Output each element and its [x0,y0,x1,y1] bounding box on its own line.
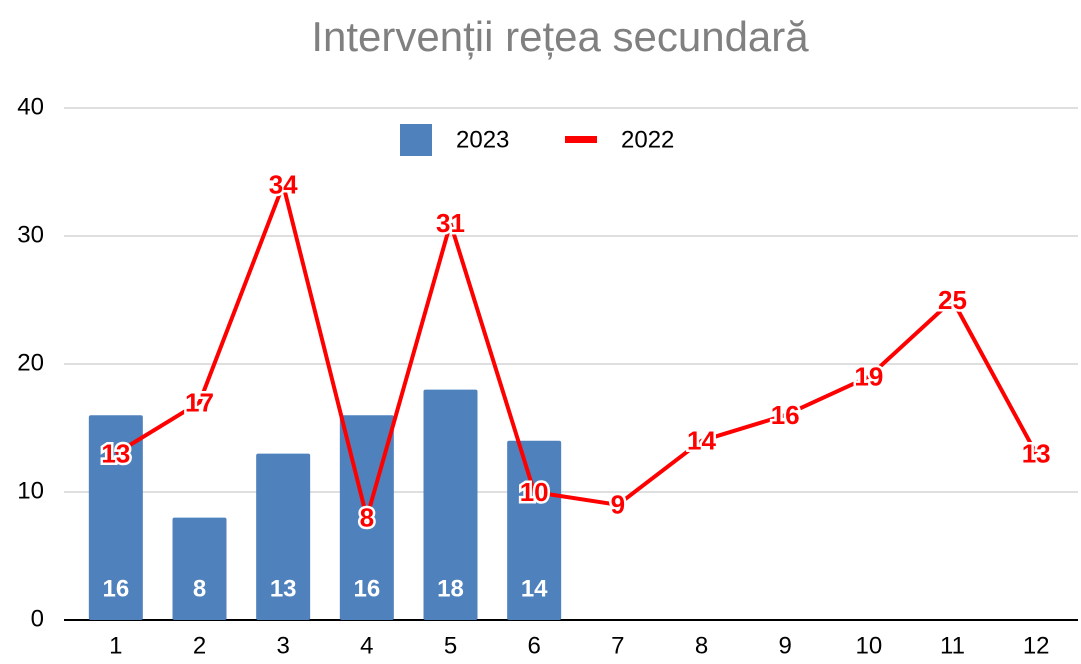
bar-label: 16 [102,575,129,602]
line-label: 16 [771,400,800,430]
line [114,182,1038,520]
x-tick-label: 8 [695,632,708,659]
bar [256,453,311,620]
bar-label: 14 [521,575,548,602]
y-tick-label: 0 [31,605,44,632]
line-label: 19 [854,362,883,392]
line-label: 13 [101,438,130,468]
line-label: 10 [520,477,549,507]
bar [172,517,227,620]
y-tick-label: 10 [17,477,44,504]
line-label: 34 [269,170,298,200]
y-tick-label: 40 [17,93,44,120]
bar [88,415,143,620]
line-label: 13 [1022,438,1051,468]
line-label: 8 [360,502,374,532]
x-tick-label: 4 [360,632,373,659]
x-tick-label: 12 [1023,632,1050,659]
line-label: 9 [611,490,625,520]
legend-label: 2022 [621,126,674,153]
x-tick-label: 5 [444,632,457,659]
bar-label: 13 [270,575,297,602]
x-tick-label: 10 [855,632,882,659]
chart-title: Intervenții rețea secundară [311,13,809,60]
x-tick-label: 7 [611,632,624,659]
legend-swatch [565,136,597,143]
x-tick-label: 3 [276,632,289,659]
x-tick-label: 11 [940,632,965,659]
legend-label: 2023 [456,126,509,153]
x-tick-label: 1 [109,632,122,659]
bar [507,440,562,620]
bar-label: 8 [193,575,206,602]
line-label: 14 [687,426,716,456]
line-label: 17 [185,387,214,417]
x-tick-label: 6 [527,632,540,659]
line-label: 25 [938,285,967,315]
x-tick-label: 9 [778,632,791,659]
y-tick-label: 30 [17,221,44,248]
line-label: 31 [436,208,465,238]
bar [423,389,478,620]
x-tick-label: 2 [193,632,206,659]
bar-label: 16 [353,575,380,602]
legend-swatch [400,124,432,156]
bar-label: 18 [437,575,464,602]
y-tick-label: 20 [17,349,44,376]
